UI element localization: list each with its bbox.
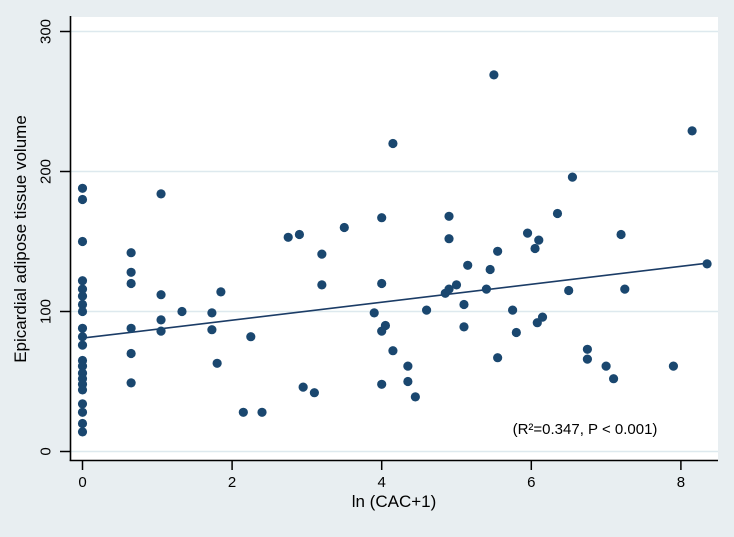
x-tick-label: 4 xyxy=(378,474,386,491)
data-point xyxy=(582,344,593,354)
data-point xyxy=(77,284,88,294)
data-point xyxy=(459,322,469,332)
data-point xyxy=(489,70,499,80)
data-point xyxy=(339,222,349,233)
y-axis-title: Epicardial adipose tissue volume xyxy=(11,115,30,363)
data-point xyxy=(77,306,88,317)
data-point xyxy=(317,249,327,259)
data-point xyxy=(77,332,88,342)
x-tick-label: 0 xyxy=(78,474,86,491)
data-point xyxy=(702,259,712,269)
data-point xyxy=(77,399,88,409)
data-point xyxy=(77,236,88,247)
data-point xyxy=(481,284,492,294)
data-point xyxy=(687,126,697,136)
data-point xyxy=(294,229,305,240)
y-tick-label: 0 xyxy=(37,447,54,455)
data-point xyxy=(298,382,308,392)
data-point xyxy=(246,332,256,342)
y-tick-label: 200 xyxy=(37,159,54,184)
data-point xyxy=(582,354,593,364)
data-point xyxy=(668,361,679,371)
data-point xyxy=(444,211,454,221)
data-point xyxy=(77,291,88,301)
data-point xyxy=(377,379,387,389)
data-point xyxy=(530,243,540,254)
data-point xyxy=(421,305,432,315)
data-point xyxy=(77,323,88,333)
y-tick-label: 300 xyxy=(37,19,54,44)
data-point xyxy=(126,248,136,258)
data-point xyxy=(77,427,88,437)
data-point xyxy=(126,378,136,388)
data-point xyxy=(620,284,630,294)
data-point xyxy=(493,246,503,256)
data-point xyxy=(388,346,398,356)
data-point xyxy=(522,228,533,238)
data-point xyxy=(567,172,578,182)
regression-line xyxy=(82,262,708,339)
data-point xyxy=(212,358,222,368)
data-point xyxy=(444,284,454,294)
data-point xyxy=(369,308,379,318)
x-tick-label: 2 xyxy=(228,474,236,491)
data-point xyxy=(77,418,88,429)
data-point xyxy=(410,392,420,402)
data-point xyxy=(156,326,166,336)
data-point xyxy=(309,388,319,398)
data-point xyxy=(126,348,136,359)
data-point xyxy=(283,232,293,242)
stats-annotation: (R²=0.347, P < 0.001) xyxy=(512,421,658,438)
data-point xyxy=(444,234,454,244)
data-point xyxy=(238,407,248,417)
data-point xyxy=(493,353,503,363)
data-point xyxy=(77,361,88,371)
data-point xyxy=(507,305,518,315)
data-point xyxy=(564,285,574,296)
data-point xyxy=(156,315,166,325)
data-point xyxy=(459,299,469,310)
data-point xyxy=(77,276,88,286)
data-point xyxy=(216,287,226,297)
data-point xyxy=(126,323,136,333)
data-point xyxy=(317,280,327,290)
x-tick-label: 8 xyxy=(677,474,685,491)
data-point xyxy=(77,183,88,193)
data-point xyxy=(601,361,611,371)
data-point xyxy=(77,407,88,417)
data-point xyxy=(257,407,267,417)
x-axis-title: ln (CAC+1) xyxy=(351,492,437,511)
x-tick-label: 6 xyxy=(527,474,535,491)
data-point xyxy=(77,340,88,350)
data-point xyxy=(485,264,495,275)
data-point xyxy=(511,327,521,338)
data-point xyxy=(156,189,166,199)
y-tick-label: 100 xyxy=(37,299,54,324)
data-point xyxy=(608,374,619,384)
data-point xyxy=(207,308,217,318)
data-point xyxy=(377,278,387,289)
data-point xyxy=(552,208,563,219)
data-point xyxy=(616,229,626,240)
data-point xyxy=(534,235,544,245)
data-point xyxy=(451,280,462,290)
data-point xyxy=(377,213,387,223)
data-point xyxy=(380,320,391,331)
data-point xyxy=(207,325,217,335)
plot-area xyxy=(71,17,718,461)
data-point xyxy=(388,138,398,149)
data-point xyxy=(463,260,473,270)
data-point xyxy=(126,267,136,277)
data-point xyxy=(77,194,88,205)
data-point xyxy=(537,312,548,322)
data-point xyxy=(77,299,88,310)
data-point xyxy=(126,278,136,289)
data-point xyxy=(156,290,166,300)
data-point xyxy=(403,361,413,371)
data-point xyxy=(177,306,187,317)
data-point xyxy=(403,376,413,387)
data-point xyxy=(77,385,88,395)
